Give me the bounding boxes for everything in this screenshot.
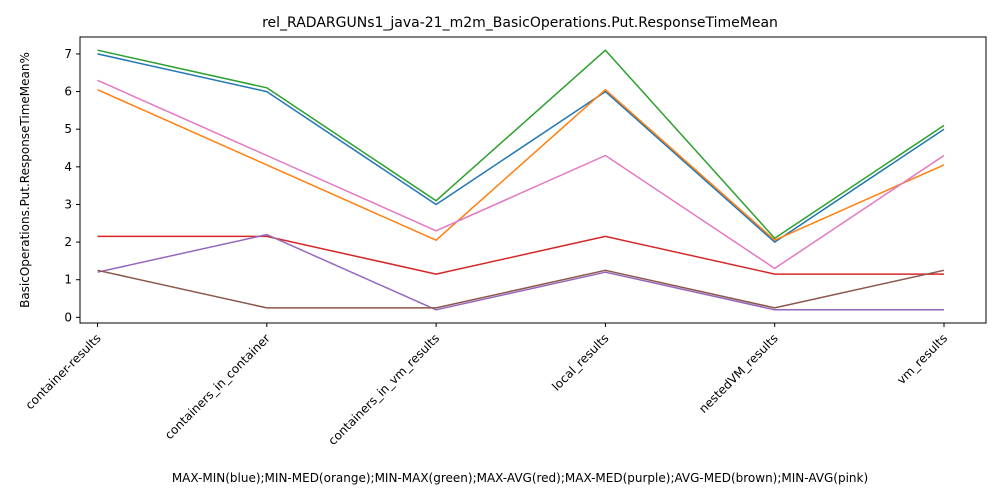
x-tick-label: local_results bbox=[549, 331, 611, 393]
y-tick-label: 6 bbox=[64, 85, 72, 99]
series-line-3 bbox=[97, 235, 944, 275]
series-line-6 bbox=[97, 79, 945, 270]
y-axis-label: BasicOperations.Put.ResponseTimeMean% bbox=[18, 52, 32, 308]
x-tick-label: containers_in_vm_results bbox=[326, 331, 443, 448]
x-axis-label: MAX-MIN(blue);MIN-MED(orange);MIN-MAX(gr… bbox=[172, 471, 868, 485]
y-tick-label: 1 bbox=[64, 273, 72, 287]
y-tick-label: 2 bbox=[64, 235, 72, 249]
series-line-2 bbox=[97, 49, 945, 240]
plot-frame bbox=[79, 36, 987, 324]
y-axis: 0 1 2 3 4 5 6 7 bbox=[64, 47, 80, 324]
series-line-5 bbox=[97, 269, 945, 309]
x-axis: container-results containers_in_container… bbox=[23, 323, 950, 448]
x-tick-label: containers_in_container bbox=[162, 331, 273, 442]
series-line-0 bbox=[97, 53, 945, 243]
y-tick-label: 7 bbox=[64, 47, 72, 61]
y-tick-label: 3 bbox=[64, 197, 72, 211]
y-tick-label: 0 bbox=[64, 310, 72, 324]
series-line-4 bbox=[97, 233, 944, 311]
series-line-1 bbox=[97, 88, 945, 241]
x-tick-label: vm_results bbox=[894, 331, 950, 387]
x-tick-label: nestedVM_results bbox=[696, 331, 781, 416]
y-tick-label: 4 bbox=[64, 160, 72, 174]
chart-title: rel_RADARGUNs1_java-21_m2m_BasicOperatio… bbox=[262, 15, 778, 31]
series-lines bbox=[97, 49, 945, 311]
y-tick-label: 5 bbox=[64, 122, 72, 136]
x-tick-label: container-results bbox=[23, 331, 104, 412]
